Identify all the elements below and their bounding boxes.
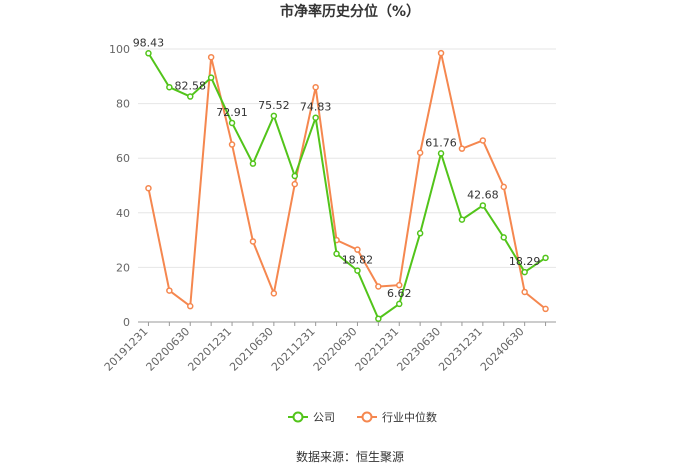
data-point	[354, 246, 361, 253]
data-point	[145, 50, 152, 57]
x-tick-label: 20211231	[269, 325, 318, 374]
series-layer	[145, 49, 549, 322]
legend-label: 行业中位数	[382, 410, 437, 424]
x-tick-label: 20230630	[394, 325, 443, 374]
data-label: 75.52	[258, 99, 290, 112]
data-point	[479, 202, 487, 209]
y-tick-label: 80	[116, 98, 130, 111]
data-point	[521, 288, 528, 296]
data-point	[479, 137, 487, 144]
legend[interactable]: 公司 行业中位数	[288, 410, 437, 424]
data-point	[416, 230, 424, 237]
x-tick-label: 20191231	[102, 325, 151, 374]
data-point	[396, 300, 403, 308]
legend-marker-icon	[292, 411, 304, 423]
x-axis: 2019123120200630202012312021063020211231…	[102, 321, 556, 374]
data-point	[166, 287, 173, 294]
x-tick-label: 20240630	[478, 325, 527, 374]
data-point	[270, 290, 278, 297]
x-tick-label: 20210630	[227, 325, 276, 374]
legend-item-0[interactable]: 公司	[288, 411, 335, 424]
data-source: 数据来源：恒生聚源	[296, 449, 404, 464]
x-tick-label: 20231231	[436, 325, 485, 374]
data-point	[437, 150, 445, 157]
data-label: 61.76	[425, 136, 457, 149]
data-point	[416, 149, 424, 156]
data-label: 18.82	[342, 254, 374, 267]
series-0	[145, 50, 549, 322]
y-tick-label: 100	[109, 43, 130, 56]
chart-title: 市净率历史分位（%）	[280, 3, 420, 20]
legend-item-1[interactable]: 行业中位数	[357, 410, 437, 424]
data-label: 18.29	[509, 255, 541, 268]
y-tick-label: 20	[116, 261, 130, 274]
data-point	[542, 305, 549, 313]
y-tick-label: 40	[116, 207, 130, 220]
x-tick-label: 20220630	[311, 325, 360, 374]
series-line	[147, 52, 547, 310]
data-point	[312, 114, 319, 121]
data-point	[249, 238, 257, 245]
data-point	[500, 183, 507, 191]
data-point	[312, 83, 319, 91]
data-point	[291, 180, 298, 188]
data-label: 72.91	[216, 106, 248, 119]
x-tick-label: 20201231	[185, 325, 234, 374]
data-point	[187, 302, 194, 310]
data-point	[375, 283, 382, 290]
data-point	[207, 74, 215, 81]
x-tick-label: 20221231	[353, 325, 402, 374]
data-point	[521, 268, 528, 276]
legend-label: 公司	[313, 411, 335, 424]
data-point	[437, 49, 445, 57]
data-point	[187, 93, 194, 100]
y-tick-label: 60	[116, 152, 130, 165]
data-label: 42.68	[467, 188, 499, 201]
data-label: 98.43	[133, 36, 165, 49]
data-point	[333, 250, 340, 257]
data-label: 82.58	[175, 80, 207, 93]
data-point	[166, 83, 173, 91]
data-point	[458, 216, 466, 223]
series-line	[147, 52, 547, 320]
data-point	[396, 281, 403, 289]
data-point	[270, 112, 278, 120]
data-point	[375, 315, 382, 322]
y-tick-label: 0	[123, 316, 130, 329]
data-label: 74.83	[300, 101, 332, 114]
data-point	[207, 53, 215, 61]
series-1	[145, 49, 549, 313]
data-point	[458, 145, 466, 152]
data-point	[500, 234, 507, 241]
data-point	[542, 254, 549, 262]
data-label: 6.62	[387, 287, 412, 300]
x-tick-label: 20200630	[144, 325, 193, 374]
y-axis: 0 20 40 60 80 100	[109, 43, 130, 329]
data-point	[354, 267, 361, 274]
data-point	[291, 172, 298, 180]
data-point	[145, 184, 152, 192]
data-point	[228, 141, 236, 148]
data-labels: 98.43 82.58 72.91 75.52 74.83 18.82 6.62 61.76 4…	[133, 36, 541, 300]
data-point	[228, 119, 236, 127]
data-point	[249, 160, 257, 167]
legend-marker-icon	[361, 411, 373, 423]
